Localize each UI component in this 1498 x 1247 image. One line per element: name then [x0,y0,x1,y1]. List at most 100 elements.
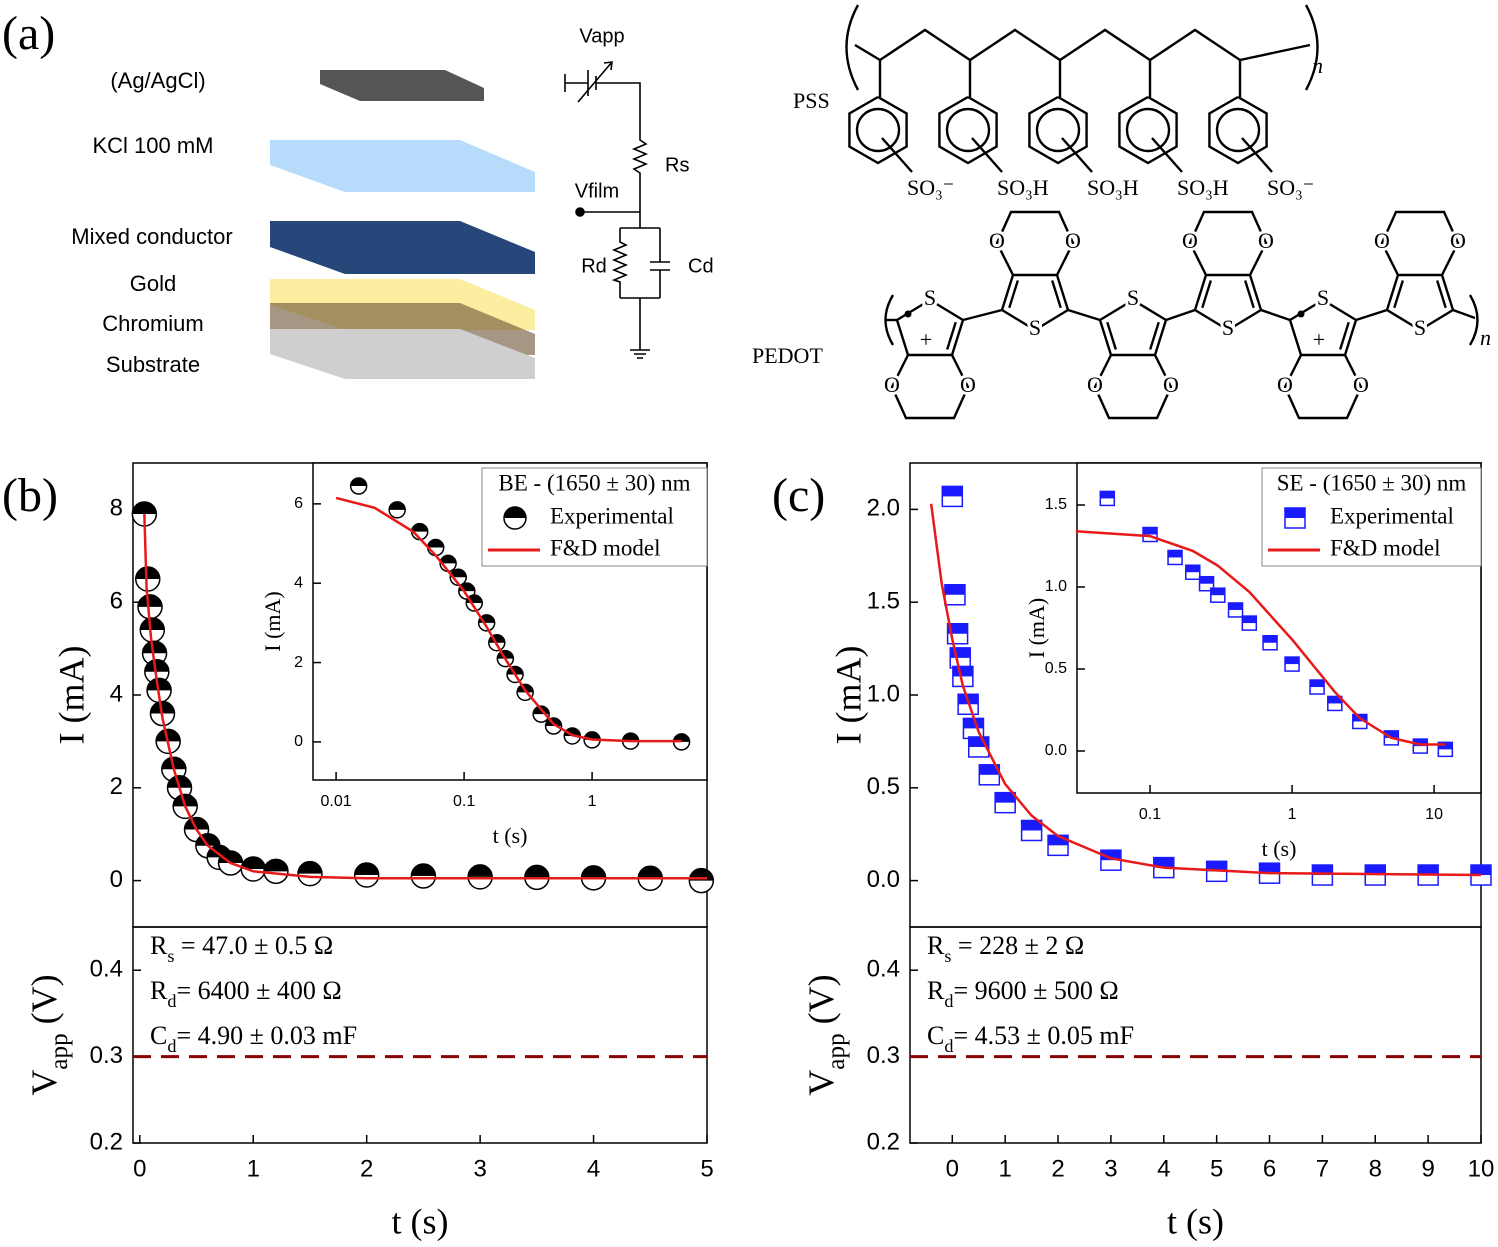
radical-dot [1297,310,1305,318]
x-tick-label: 3 [1104,1155,1117,1182]
data-point [1309,679,1325,695]
pss-group: SO₃H [997,175,1049,200]
panel-label: (a) [2,7,55,60]
y-tick-label: 0.5 [867,773,900,800]
pedot-oxygen: O [1163,372,1179,397]
text-sub: app [46,1033,73,1069]
text-rest: = 4.90 ± 0.03 mF [176,1021,357,1050]
marker-fill [241,857,266,869]
node [575,207,585,217]
x-tick-label: 4 [587,1155,600,1182]
marker-fill [1153,857,1174,868]
marker-fill [1310,680,1325,688]
data-point [1142,526,1158,543]
marker-fill [1168,550,1183,558]
layer-label: Chromium [102,311,203,336]
marker-fill [1413,739,1428,747]
marker-fill [1199,576,1214,584]
y-tick-label: 0 [294,733,303,750]
x-tick-label: 6 [1263,1155,1276,1182]
y-axis-label: I (mA) [260,591,285,651]
y-tick-label: 0.2 [867,1128,900,1155]
layer-label: Mixed conductor [71,224,232,249]
legend-label: Experimental [550,503,674,528]
text-main: V [24,1070,64,1096]
marker-fill [354,863,379,876]
legend-label: F&D model [1330,535,1441,560]
inter-ring-bond [1067,308,1101,322]
double-bond [1436,280,1447,309]
layer-label: Substrate [106,352,200,377]
text-main: C [150,1021,167,1050]
circuit-label: Vapp [579,25,624,47]
plot-frame [312,462,708,781]
data-point [467,864,493,890]
pss-group: SO₃⁻ [1267,175,1314,200]
layer-kcl [270,140,535,192]
marker-fill [411,523,428,532]
marker-fill [952,666,973,677]
double-bond [1008,280,1019,309]
thiophene-ring [1288,298,1358,357]
y-axis-label: I (mA) [828,646,868,745]
marker-fill [524,865,549,878]
data-point [944,584,966,606]
data-point [353,862,380,888]
thiophene-ring [1193,273,1263,332]
text-main: R [150,976,168,1005]
pedot-oxygen: O [1450,228,1466,253]
marker-fill [144,659,169,672]
aromatic-circle [945,107,991,153]
double-bond [1201,280,1212,309]
bracket [1304,4,1319,91]
benzene-ring [1208,95,1268,165]
text-sub: s [944,946,951,966]
y-tick-label: 6 [110,588,123,615]
marker-fill [1263,635,1278,643]
text-rest: (V) [801,974,841,1033]
data-point [1284,656,1300,672]
y-tick-label: 1.5 [867,588,900,615]
marker-fill [440,555,457,564]
pedot-sulfur: S [924,285,936,310]
dioxane-ring [1188,210,1268,276]
annotation: Rs = 228 ± 2 Ω [927,931,1084,966]
circuit-label: Vfilm [575,180,619,202]
wire [580,211,670,359]
marker-fill [947,623,968,634]
annotation: Cd= 4.90 ± 0.03 mF [150,1021,357,1056]
circuit-label: Cd [688,255,714,277]
main-chart: 0 2 4 6 8 (b) I (mA) [2,462,715,928]
marker-fill [1384,730,1399,738]
text-rest: = 4.53 ± 0.05 mF [953,1021,1134,1050]
pss-n: n [1312,53,1323,78]
marker-fill [1259,863,1280,874]
x-tick-label: 10 [1425,806,1443,823]
thiophene-ring [1385,273,1455,332]
data-point [1437,741,1454,758]
marker-fill [1100,850,1121,861]
marker-fill [1228,602,1243,610]
inter-ring-bond [962,308,1003,322]
x-tick-label: 2 [1051,1155,1064,1182]
annotation: Rd= 6400 ± 400 Ω [150,976,342,1011]
x-tick-label: 9 [1421,1155,1434,1182]
marker-fill [411,863,436,876]
marker-fill [1285,508,1305,518]
y-tick-label: 8 [110,495,123,522]
model-line [1075,529,1446,746]
plot-frame [909,926,1482,1144]
aromatic-circle [1125,107,1171,153]
charts: 0 2 4 6 8 (b) I (mA) 0.2 0.3 0.4 0 1 2 3 4 5 Rs = 47.0 ±… [2,462,1494,1241]
panel-label: (c) [772,469,825,522]
marker-fill [622,733,639,742]
double-bond [1051,280,1062,309]
x-tick-label: 1 [998,1155,1011,1182]
benzene-ring [1028,95,1088,165]
data-point [426,538,445,557]
double-bond [1339,321,1350,350]
y-tick-label: 2 [110,773,123,800]
pss-group: SO₃⁻ [907,175,954,200]
legend-label: F&D model [550,535,661,560]
pedot-sulfur: S [1414,315,1426,340]
